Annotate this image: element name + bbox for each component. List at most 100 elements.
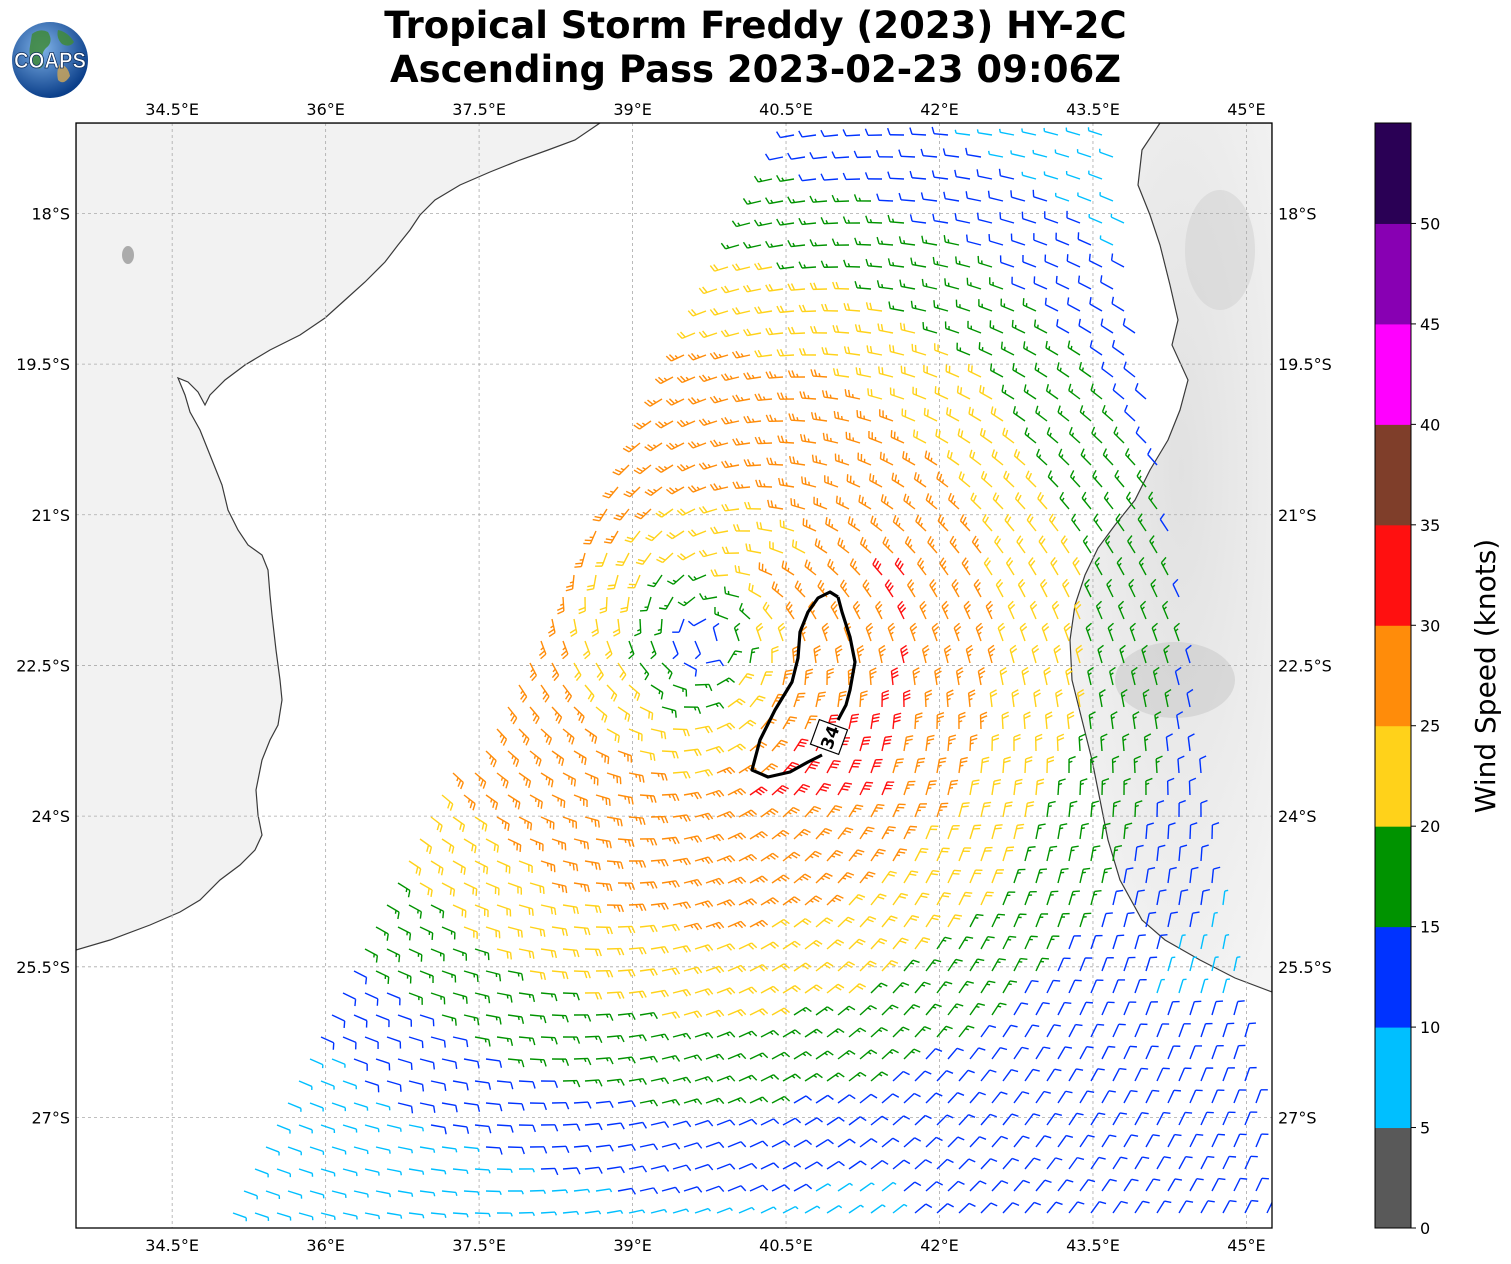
wind-barb: [902, 451, 916, 466]
wind-barb: [920, 148, 938, 158]
wind-barb: [1100, 318, 1114, 334]
wind-barb: [1046, 935, 1060, 950]
wind-barb: [1155, 755, 1163, 774]
wind-barb: [694, 640, 702, 660]
wind-barb: [1112, 979, 1126, 994]
wind-barb: [991, 1135, 1008, 1148]
colorbar-bin: [1375, 323, 1411, 425]
wind-barb: [551, 926, 568, 937]
wind-barb: [709, 395, 729, 404]
wind-barb: [386, 948, 401, 963]
wind-barb: [958, 756, 968, 774]
wind-barb: [474, 860, 489, 875]
wind-barb: [628, 728, 643, 742]
wind-barb: [963, 600, 972, 620]
wind-barb: [595, 970, 614, 978]
wind-barb: [1079, 867, 1091, 884]
wind-barb: [732, 524, 751, 532]
wind-barb: [998, 168, 1015, 180]
wind-barb: [738, 986, 758, 994]
wind-barb: [474, 1168, 491, 1174]
wind-barb: [815, 691, 826, 708]
wind-barb: [1187, 733, 1195, 752]
wind-barb: [687, 308, 707, 317]
wind-barb: [903, 1137, 922, 1148]
wind-barb: [931, 170, 949, 180]
wind-barb: [946, 407, 960, 422]
wind-barb: [1035, 913, 1049, 928]
wind-barb: [452, 772, 464, 790]
wind-barb: [1100, 275, 1114, 290]
wind-barb: [595, 926, 613, 935]
wind-barb: [1200, 888, 1210, 906]
wind-barb: [822, 432, 839, 444]
wind-barb: [645, 530, 663, 542]
wind-barb: [782, 985, 801, 994]
wind-barb: [921, 278, 938, 290]
wind-barb: [1101, 1134, 1117, 1148]
wind-barb: [742, 284, 762, 293]
wind-barb: [973, 578, 982, 598]
wind-barb: [1034, 733, 1043, 752]
wind-barb: [1090, 1201, 1107, 1214]
wind-barb: [573, 1014, 592, 1022]
wind-barb: [1178, 1023, 1191, 1038]
wind-barb: [430, 1080, 447, 1091]
wind-barb: [754, 306, 773, 314]
wind-barb: [441, 970, 457, 983]
wind-barb: [694, 988, 714, 996]
wind-barb: [1101, 1045, 1116, 1060]
wind-barb: [934, 667, 942, 686]
wind-barb: [1002, 427, 1015, 444]
lon-tick-label-bottom: 42°E: [920, 1236, 958, 1255]
wind-barb: [613, 508, 630, 521]
wind-barb: [639, 750, 656, 761]
wind-barb: [811, 454, 828, 466]
wind-barb: [474, 1212, 491, 1218]
lon-tick-label-top: 34.5°E: [145, 100, 199, 119]
wind-barb: [496, 904, 512, 917]
wind-barb: [441, 1190, 458, 1196]
wind-barb: [995, 578, 1004, 598]
wind-barb: [1024, 1024, 1040, 1038]
wind-barb: [760, 763, 779, 774]
wind-barb: [635, 552, 652, 565]
wind-barb: [859, 1005, 877, 1016]
wind-barb: [1068, 979, 1082, 994]
wind-barb: [1012, 405, 1026, 422]
wind-barb: [666, 530, 685, 540]
wind-barb: [687, 574, 707, 582]
wind-barb: [943, 235, 960, 246]
wind-barb: [727, 1008, 747, 1017]
wind-barb: [749, 919, 769, 928]
wind-barb: [790, 498, 806, 510]
wind-barb: [1093, 513, 1103, 532]
wind-barb: [628, 1077, 647, 1086]
wind-barb: [676, 508, 696, 516]
wind-barb: [809, 195, 828, 203]
wind-barb: [848, 1071, 867, 1082]
wind-barb: [821, 347, 839, 356]
wind-barb: [760, 1118, 780, 1126]
wind-barb: [518, 948, 535, 959]
wind-barb: [837, 1094, 856, 1104]
wind-barb: [755, 622, 764, 642]
wind-barb: [876, 280, 894, 290]
wind-barb: [342, 1212, 358, 1220]
wind-barb: [1189, 911, 1200, 928]
wind-barb: [698, 330, 718, 339]
wind-barb: [562, 1123, 581, 1131]
wind-barb: [1002, 1069, 1019, 1082]
wind-barb: [1244, 1066, 1257, 1082]
wind-barb: [826, 805, 843, 818]
wind-barb: [738, 1162, 758, 1170]
wind-barb: [859, 826, 875, 840]
wind-barb: [732, 481, 751, 489]
wind-barb: [859, 536, 872, 554]
wind-barb: [364, 992, 379, 1006]
wind-barb: [980, 470, 993, 488]
wind-barb: [753, 219, 773, 227]
wind-barb: [562, 816, 578, 829]
wind-barb: [835, 495, 850, 510]
